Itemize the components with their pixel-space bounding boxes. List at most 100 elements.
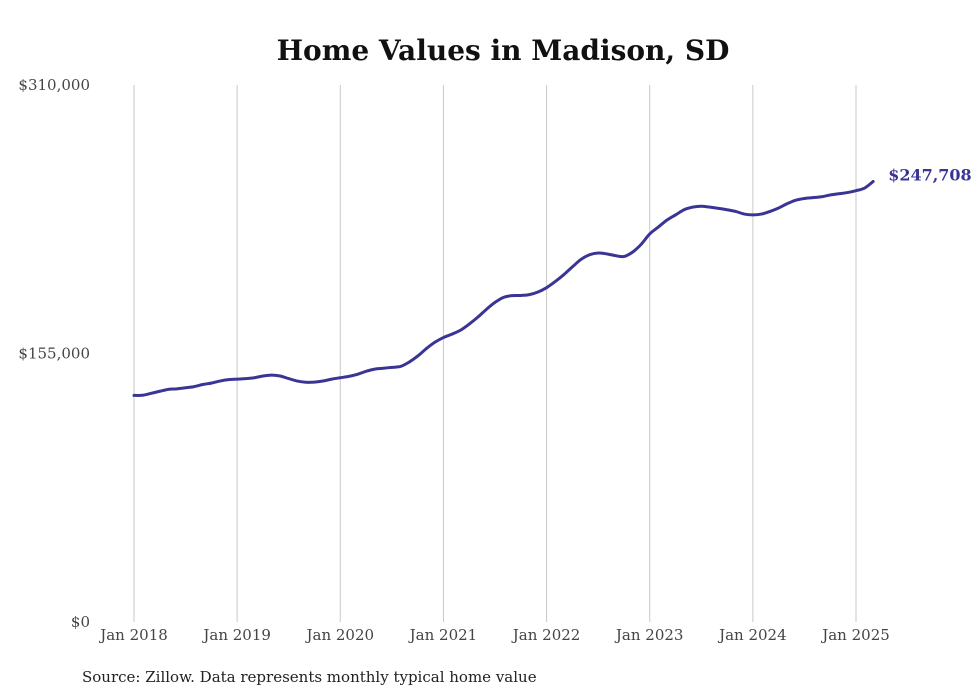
data-point-2022-08	[606, 253, 608, 255]
data-point-2025-02	[864, 187, 866, 189]
data-point-2023-05	[683, 209, 685, 211]
data-point-2022-02	[554, 281, 556, 283]
data-point-2021-08	[503, 296, 505, 298]
data-point-2018-06	[176, 388, 178, 390]
data-point-2021-03	[460, 329, 462, 331]
data-point-2023-10	[726, 209, 728, 211]
data-point-2020-02	[348, 375, 350, 377]
data-point-2024-05	[786, 203, 788, 205]
data-point-2019-06	[279, 375, 281, 377]
data-point-2019-03	[253, 377, 255, 379]
data-point-2020-10	[417, 355, 419, 357]
data-point-2021-07	[494, 301, 496, 303]
data-point-2020-06	[382, 367, 384, 369]
data-point-2018-11	[219, 380, 221, 382]
data-point-2018-09	[202, 384, 204, 386]
data-point-2019-10	[314, 381, 316, 383]
data-point-2023-08	[709, 206, 711, 208]
data-point-2023-01	[649, 233, 651, 235]
series-line-0	[132, 179, 875, 397]
data-point-2022-05	[580, 258, 582, 260]
source-note: Source: Zillow. Data represents monthly …	[82, 668, 537, 686]
data-point-2024-12	[846, 192, 848, 194]
data-point-2022-01	[546, 287, 548, 289]
data-point-2020-09	[408, 361, 410, 363]
x-tick-label-2022: Jan 2022	[511, 626, 581, 644]
chart-title: Home Values in Madison, SD	[277, 34, 730, 67]
data-point-2021-04	[468, 323, 470, 325]
data-point-2020-08	[399, 365, 401, 367]
data-point-2024-11	[838, 193, 840, 195]
x-tick-label-2025: Jan 2025	[820, 626, 890, 644]
data-point-2022-11	[632, 251, 634, 253]
data-point-2024-08	[812, 197, 814, 199]
data-point-2024-06	[795, 199, 797, 201]
data-point-2019-11	[322, 380, 324, 382]
y-tick-label-155000: $155,000	[18, 345, 90, 363]
data-point-2021-01	[442, 337, 444, 339]
data-point-2022-07	[597, 252, 599, 254]
data-point-2024-01	[752, 214, 754, 216]
data-point-2018-03	[150, 392, 152, 394]
data-point-2024-03	[769, 210, 771, 212]
data-point-2020-04	[365, 370, 367, 372]
x-tick-label-2019: Jan 2019	[201, 626, 271, 644]
data-point-2024-10	[829, 194, 831, 196]
data-point-2020-12	[434, 341, 436, 343]
data-point-2023-02	[657, 226, 659, 228]
data-point-2021-11	[528, 294, 530, 296]
data-point-2021-06	[485, 308, 487, 310]
data-point-2021-02	[451, 333, 453, 335]
y-axis-tick-labels: $0 $155,000 $310,000	[18, 76, 90, 631]
x-tick-label-2024: Jan 2024	[717, 626, 787, 644]
data-point-2021-05	[477, 316, 479, 318]
data-point-2025-01	[855, 190, 857, 192]
data-point-2018-07	[185, 387, 187, 389]
data-point-2023-12	[743, 213, 745, 215]
data-point-2019-09	[305, 381, 307, 383]
data-point-2024-09	[821, 196, 823, 198]
data-point-2022-06	[589, 254, 591, 256]
data-point-2024-07	[803, 197, 805, 199]
x-axis-tick-labels: Jan 2018 Jan 2019 Jan 2020 Jan 2021 Jan 2022…	[98, 626, 890, 644]
data-point-2023-11	[735, 210, 737, 212]
y-tick-label-310000: $310,000	[18, 76, 90, 94]
data-point-2018-01	[133, 394, 135, 396]
data-point-2019-01	[236, 378, 238, 380]
data-point-2022-10	[623, 255, 625, 257]
data-point-2023-09	[717, 207, 719, 209]
data-point-2024-04	[778, 207, 780, 209]
data-point-2020-03	[356, 373, 358, 375]
data-point-2019-07	[288, 378, 290, 380]
data-point-2023-04	[675, 214, 677, 216]
data-point-2020-07	[391, 366, 393, 368]
data-point-2024-02	[760, 213, 762, 215]
data-point-2021-09	[511, 295, 513, 297]
data-point-2018-10	[210, 382, 212, 384]
x-tick-label-2023: Jan 2023	[614, 626, 684, 644]
end-value-label: $247,708	[888, 165, 972, 184]
series-layer	[132, 179, 875, 397]
data-point-2020-11	[425, 348, 427, 350]
data-point-2018-04	[159, 390, 161, 392]
y-tick-label-0: $0	[71, 613, 90, 631]
data-point-2018-05	[167, 388, 169, 390]
data-point-2022-09	[614, 255, 616, 257]
home-values-line-chart: Home Values in Madison, SD $0 $155,000 $31…	[18, 34, 972, 644]
data-point-2020-01	[339, 377, 341, 379]
data-point-2020-05	[374, 368, 376, 370]
data-point-2021-10	[520, 294, 522, 296]
data-point-2018-02	[142, 394, 144, 396]
data-point-2018-08	[193, 386, 195, 388]
data-point-2021-12	[537, 291, 539, 293]
data-point-2022-04	[571, 266, 573, 268]
data-point-2018-12	[228, 379, 230, 381]
data-point-2025-03	[872, 180, 874, 182]
x-tick-label-2020: Jan 2020	[305, 626, 375, 644]
data-point-2019-12	[331, 378, 333, 380]
data-point-2022-03	[563, 274, 565, 276]
vertical-gridlines	[133, 85, 857, 622]
data-point-2019-02	[245, 378, 247, 380]
data-point-2019-08	[296, 380, 298, 382]
data-point-2023-03	[666, 219, 668, 221]
